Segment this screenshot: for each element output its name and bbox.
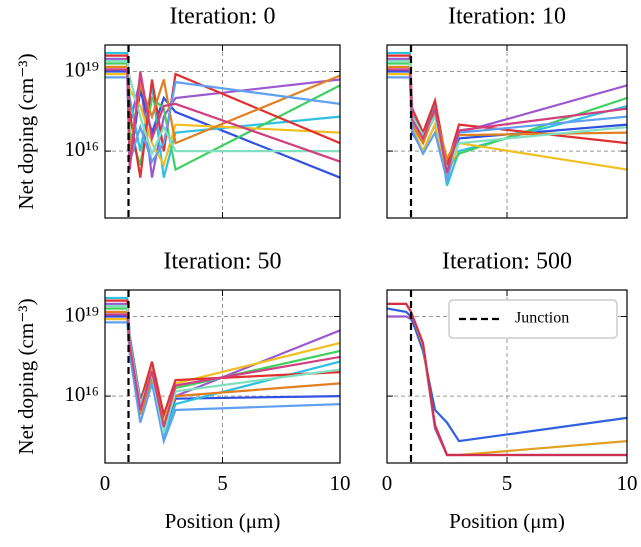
series-line: [105, 68, 340, 170]
axes-frame: [386, 289, 628, 464]
y-axis-label: Net doping (cm⁻³): [14, 53, 38, 209]
y-axis-label: Net doping (cm⁻³): [14, 298, 38, 454]
axes-frame: [104, 44, 341, 219]
panel: Iteration: 500 0 5 10 Position (μm) Junction: [382, 249, 638, 533]
series-group: [387, 302, 627, 457]
series-line: [105, 313, 340, 428]
axes-frame: [104, 289, 341, 464]
y-tick-label: 10¹⁹: [64, 57, 99, 81]
legend-label: Junction: [515, 310, 569, 327]
panel-title: Iteration: 10: [448, 4, 566, 30]
x-tick-label: 10: [617, 471, 638, 495]
panel-title: Iteration: 0: [170, 4, 276, 30]
panel-title: Iteration: 50: [164, 249, 282, 275]
x-tick-label: 5: [217, 471, 228, 495]
y-tick-label: 10¹⁹: [64, 302, 99, 326]
x-tick-label: 10: [330, 471, 351, 495]
x-axis-label: Position (μm): [165, 509, 281, 533]
axes-frame: [386, 44, 628, 219]
legend-box: [448, 299, 618, 339]
panel: Iteration: 50 0 5 10 10¹⁶ 10¹⁹ Position (μm) Ne…: [14, 249, 351, 533]
series-line: [105, 59, 340, 157]
panel: Iteration: 10: [386, 4, 628, 219]
x-tick-label: 0: [382, 471, 393, 495]
x-axis-label: Position (μm): [449, 509, 565, 533]
x-tick-label: 5: [502, 471, 513, 495]
panel-title: Iteration: 500: [442, 249, 572, 275]
y-tick-label: 10¹⁶: [64, 137, 99, 161]
series-line: [387, 68, 627, 174]
panel: Iteration: 0 10¹⁶ 10¹⁹ Net doping (cm⁻³): [14, 4, 341, 219]
x-tick-label: 0: [100, 471, 111, 495]
y-tick-label: 10¹⁶: [64, 382, 99, 406]
series-line: [387, 302, 627, 457]
